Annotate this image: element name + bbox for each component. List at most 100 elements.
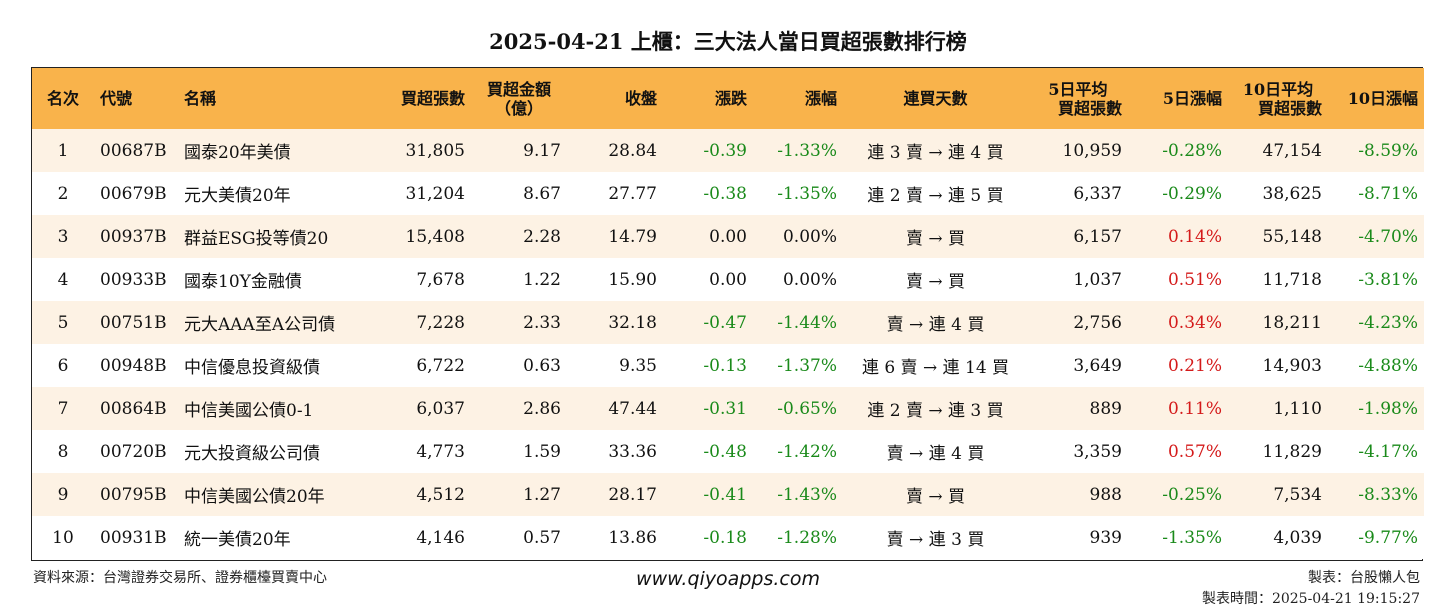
streak-cell: 賣 → 連 4 買 xyxy=(886,444,985,464)
rank-cell: 4 xyxy=(57,269,69,290)
buy-amount-cell: 2.86 xyxy=(523,398,561,419)
code-cell: 00795B xyxy=(100,484,167,505)
buy-lots-cell: 31,805 xyxy=(405,140,465,161)
pct5-cell: 0.11% xyxy=(1167,398,1222,419)
table-row: 10 00931B 統一美債20年 4,146 0.57 13.86 -0.18 -1.28%… xyxy=(32,516,1424,559)
ranking-table-container: 名次 代號 名稱 買超張數 買超金額 （億） 收盤 漲跌 漲幅 連買天數 5日平… xyxy=(31,67,1424,561)
page-title: 2025-04-21 上櫃：三大法人當日買超張數排行榜 xyxy=(489,29,967,54)
close-cell: 28.17 xyxy=(608,484,657,505)
header-streak: 連買天數 xyxy=(903,89,968,108)
website-link[interactable]: www.qiyoapps.com xyxy=(636,568,820,590)
name-cell: 中信優息投資級債 xyxy=(184,358,320,378)
streak-cell: 賣 → 連 3 買 xyxy=(886,530,985,550)
pct5-cell: 0.21% xyxy=(1167,355,1222,376)
table-row: 9 00795B 中信美國公債20年 4,512 1.27 28.17 -0.41 -1.43… xyxy=(32,473,1424,516)
header-name: 名稱 xyxy=(184,89,217,108)
name-cell: 元大美債20年 xyxy=(184,186,291,206)
buy-amount-cell: 8.67 xyxy=(523,183,561,204)
header-avg10-line2: 買超張數 xyxy=(1257,98,1322,118)
rank-cell: 6 xyxy=(57,355,69,376)
change-pct-cell: -1.28% xyxy=(777,527,837,548)
pct10-cell: -8.33% xyxy=(1358,484,1418,505)
rank-cell: 7 xyxy=(57,398,69,419)
pct5-cell: 0.57% xyxy=(1167,441,1222,462)
avg5-cell: 889 xyxy=(1089,398,1122,419)
code-cell: 00751B xyxy=(100,312,167,333)
header-avg10: 10日平均 買超張數 xyxy=(1228,68,1328,129)
close-cell: 27.77 xyxy=(608,183,657,204)
change-cell: -0.13 xyxy=(703,355,747,376)
avg5-cell: 3,359 xyxy=(1073,441,1122,462)
avg5-cell: 1,037 xyxy=(1073,269,1122,290)
avg10-cell: 11,829 xyxy=(1262,441,1322,462)
pct5-cell: 0.34% xyxy=(1167,312,1222,333)
rank-cell: 9 xyxy=(57,484,69,505)
pct10-cell: -4.17% xyxy=(1358,441,1418,462)
header-avg5-line2: 買超張數 xyxy=(1057,98,1122,118)
buy-lots-cell: 6,722 xyxy=(416,355,465,376)
header-code: 代號 xyxy=(100,89,133,108)
header-buy-amount: 買超金額 （億） xyxy=(471,68,567,129)
header-change-pct: 漲幅 xyxy=(804,89,837,108)
name-cell: 國泰10Y金融債 xyxy=(184,272,302,292)
header-pct10: 10日漲幅 xyxy=(1347,89,1418,108)
change-pct-cell: -1.35% xyxy=(777,183,837,204)
avg10-cell: 1,110 xyxy=(1273,398,1322,419)
table-row: 7 00864B 中信美國公債0-1 6,037 2.86 47.44 -0.31 -0.65… xyxy=(32,387,1424,430)
header-rank: 名次 xyxy=(46,89,79,108)
avg10-cell: 38,625 xyxy=(1262,183,1322,204)
name-cell: 群益ESG投等債20 xyxy=(184,229,329,249)
buy-lots-cell: 7,678 xyxy=(416,269,465,290)
change-cell: -0.41 xyxy=(703,484,747,505)
avg5-cell: 6,337 xyxy=(1073,183,1122,204)
streak-cell: 賣 → 買 xyxy=(905,272,966,292)
buy-lots-cell: 7,228 xyxy=(416,312,465,333)
buy-lots-cell: 4,512 xyxy=(416,484,465,505)
buy-amount-cell: 0.63 xyxy=(523,355,561,376)
pct10-cell: -9.77% xyxy=(1358,527,1418,548)
buy-lots-cell: 15,408 xyxy=(405,226,465,247)
name-cell: 中信美國公債20年 xyxy=(184,487,325,507)
name-cell: 國泰20年美債 xyxy=(184,143,291,163)
change-cell: -0.39 xyxy=(703,140,747,161)
rank-cell: 1 xyxy=(57,140,69,161)
change-pct-cell: -1.44% xyxy=(777,312,837,333)
code-cell: 00937B xyxy=(100,226,167,247)
pct10-cell: -4.23% xyxy=(1358,312,1418,333)
buy-amount-cell: 0.57 xyxy=(523,527,561,548)
pct5-cell: 0.51% xyxy=(1167,269,1222,290)
change-cell: 0.00 xyxy=(709,269,747,290)
change-cell: -0.31 xyxy=(703,398,747,419)
streak-cell: 賣 → 買 xyxy=(905,229,966,249)
code-cell: 00933B xyxy=(100,269,167,290)
rank-cell: 3 xyxy=(57,226,69,247)
avg10-cell: 55,148 xyxy=(1262,226,1322,247)
header-buy-lots: 買超張數 xyxy=(400,89,465,108)
avg5-cell: 939 xyxy=(1089,527,1122,548)
pct10-cell: -1.98% xyxy=(1358,398,1418,419)
table-row: 8 00720B 元大投資級公司債 4,773 1.59 33.36 -0.48 -1.42%… xyxy=(32,430,1424,473)
name-cell: 統一美債20年 xyxy=(184,530,291,550)
code-cell: 00679B xyxy=(100,183,167,204)
change-cell: -0.47 xyxy=(703,312,747,333)
buy-lots-cell: 4,146 xyxy=(416,527,465,548)
change-cell: -0.18 xyxy=(703,527,747,548)
pct5-cell: -0.25% xyxy=(1162,484,1222,505)
change-pct-cell: -1.37% xyxy=(777,355,837,376)
change-pct-cell: -1.43% xyxy=(777,484,837,505)
header-close: 收盤 xyxy=(624,89,657,108)
code-cell: 00931B xyxy=(100,527,167,548)
avg5-cell: 2,756 xyxy=(1073,312,1122,333)
avg5-cell: 988 xyxy=(1089,484,1122,505)
buy-lots-cell: 31,204 xyxy=(405,183,465,204)
change-cell: 0.00 xyxy=(709,226,747,247)
rank-cell: 8 xyxy=(57,441,69,462)
avg10-cell: 4,039 xyxy=(1273,527,1322,548)
name-cell: 元大AAA至A公司債 xyxy=(184,315,336,335)
pct5-cell: 0.14% xyxy=(1167,226,1222,247)
buy-lots-cell: 4,773 xyxy=(416,441,465,462)
header-avg5: 5日平均 買超張數 xyxy=(1028,68,1128,129)
buy-amount-cell: 1.59 xyxy=(523,441,561,462)
ranking-table: 名次 代號 名稱 買超張數 買超金額 （億） 收盤 漲跌 漲幅 連買天數 5日平… xyxy=(32,68,1424,559)
code-cell: 00948B xyxy=(100,355,167,376)
